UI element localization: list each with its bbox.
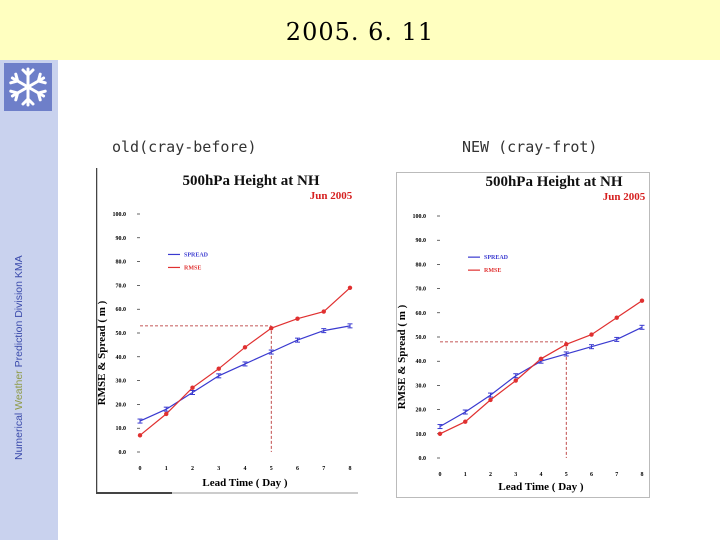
data-point-spread <box>614 336 620 342</box>
x-axis-label: Lead Time ( Day ) <box>498 481 583 493</box>
y-tick-label: 90.0 <box>416 238 427 244</box>
data-point-rmse <box>269 326 274 331</box>
y-tick-label: 80.0 <box>416 262 427 268</box>
x-tick-label: 5 <box>270 466 273 472</box>
x-tick-label: 1 <box>165 466 168 472</box>
x-tick-label: 2 <box>489 472 492 478</box>
y-tick-label: 70.0 <box>116 283 127 289</box>
snowflake-icon <box>4 63 52 111</box>
y-tick-label: 30.0 <box>116 379 127 385</box>
y-tick-label: 60.0 <box>116 307 127 313</box>
x-tick-label: 7 <box>615 472 618 478</box>
data-point-spread <box>216 373 222 379</box>
x-tick-label: 4 <box>540 472 543 478</box>
data-point-rmse <box>216 366 221 371</box>
data-point-rmse <box>614 315 619 320</box>
data-point-spread <box>295 337 300 343</box>
x-tick-label: 0 <box>139 466 142 472</box>
x-tick-label: 5 <box>565 472 568 478</box>
y-tick-label: 30.0 <box>416 383 427 389</box>
data-point-spread <box>268 349 274 355</box>
data-point-rmse <box>164 411 169 417</box>
legend-label-rmse: RMSE <box>484 268 501 274</box>
y-tick-label: 100.0 <box>413 214 427 220</box>
data-point-rmse <box>137 433 143 438</box>
x-tick-label: 3 <box>217 466 220 472</box>
data-point-rmse <box>513 378 518 383</box>
caption-new: NEW (cray-frot) <box>462 138 598 156</box>
chart-subtitle: Jun 2005 <box>603 191 646 203</box>
y-axis-label: RMSE & Spread ( m ) <box>96 300 108 405</box>
sidebar-division-label: Numerical Weather Prediction Division KM… <box>13 255 25 460</box>
x-tick-label: 7 <box>322 466 325 472</box>
chart-frame <box>396 172 650 498</box>
data-point-rmse <box>242 345 248 350</box>
y-tick-label: 70.0 <box>416 287 427 293</box>
data-point-spread <box>137 418 143 424</box>
data-point-spread <box>462 409 468 415</box>
y-tick-label: 60.0 <box>416 311 427 317</box>
chart-title: 500hPa Height at NH <box>485 174 622 190</box>
data-point-spread <box>190 390 195 395</box>
data-point-rmse <box>463 419 468 424</box>
y-axis-label: RMSE & Spread ( m ) <box>396 304 408 409</box>
data-point-spread <box>563 351 569 357</box>
y-tick-label: 20.0 <box>116 402 127 408</box>
data-point-spread <box>242 361 248 367</box>
data-point-rmse <box>488 397 493 403</box>
data-point-rmse <box>639 298 645 303</box>
x-tick-label: 6 <box>590 472 593 478</box>
data-point-rmse <box>321 309 326 314</box>
x-tick-label: 8 <box>349 466 352 472</box>
x-tick-label: 4 <box>244 466 247 472</box>
x-tick-label: 0 <box>439 472 442 478</box>
y-tick-label: 0.0 <box>419 456 427 462</box>
chart-title: 500hPa Height at NH <box>182 173 319 189</box>
data-point-rmse <box>437 431 443 436</box>
y-tick-label: 40.0 <box>416 359 427 365</box>
x-axis-label: Lead Time ( Day ) <box>202 477 287 489</box>
data-point-spread <box>321 328 327 334</box>
y-tick-label: 20.0 <box>416 408 427 414</box>
data-point-rmse <box>295 316 300 321</box>
series-line-rmse <box>439 300 643 435</box>
x-tick-label: 1 <box>464 472 467 478</box>
x-tick-label: 6 <box>296 466 299 472</box>
x-tick-label: 2 <box>191 466 194 472</box>
y-tick-label: 50.0 <box>416 335 427 341</box>
x-tick-label: 3 <box>514 472 517 478</box>
caption-old: old(cray-before) <box>112 138 257 156</box>
data-point-spread <box>513 373 519 379</box>
data-point-spread <box>589 344 594 350</box>
y-tick-label: 50.0 <box>116 331 127 337</box>
data-point-spread <box>488 392 493 398</box>
y-tick-label: 10.0 <box>116 426 127 432</box>
chart-subtitle: Jun 2005 <box>310 190 353 202</box>
data-point-spread <box>639 324 645 330</box>
data-point-spread <box>347 323 353 329</box>
legend-label-rmse: RMSE <box>184 265 201 271</box>
y-tick-label: 10.0 <box>416 432 427 438</box>
y-tick-label: 80.0 <box>116 260 127 266</box>
data-point-spread <box>163 406 169 412</box>
data-point-spread <box>437 424 443 430</box>
header-bar: 2005. 6. 11 <box>0 0 720 60</box>
y-tick-label: 100.0 <box>113 212 127 218</box>
sidebar <box>0 60 58 540</box>
page-title: 2005. 6. 11 <box>285 18 435 46</box>
data-point-rmse <box>190 385 195 390</box>
y-tick-label: 90.0 <box>116 236 127 242</box>
legend-label-spread: SPREAD <box>184 252 209 258</box>
x-tick-label: 8 <box>641 472 644 478</box>
data-point-rmse <box>589 332 594 337</box>
data-point-rmse <box>538 356 544 361</box>
data-point-rmse <box>564 342 569 347</box>
series-line-spread <box>139 325 351 422</box>
y-tick-label: 40.0 <box>116 355 127 361</box>
legend-label-spread: SPREAD <box>484 255 509 261</box>
data-point-rmse <box>347 285 353 290</box>
y-tick-label: 0.0 <box>119 450 127 456</box>
